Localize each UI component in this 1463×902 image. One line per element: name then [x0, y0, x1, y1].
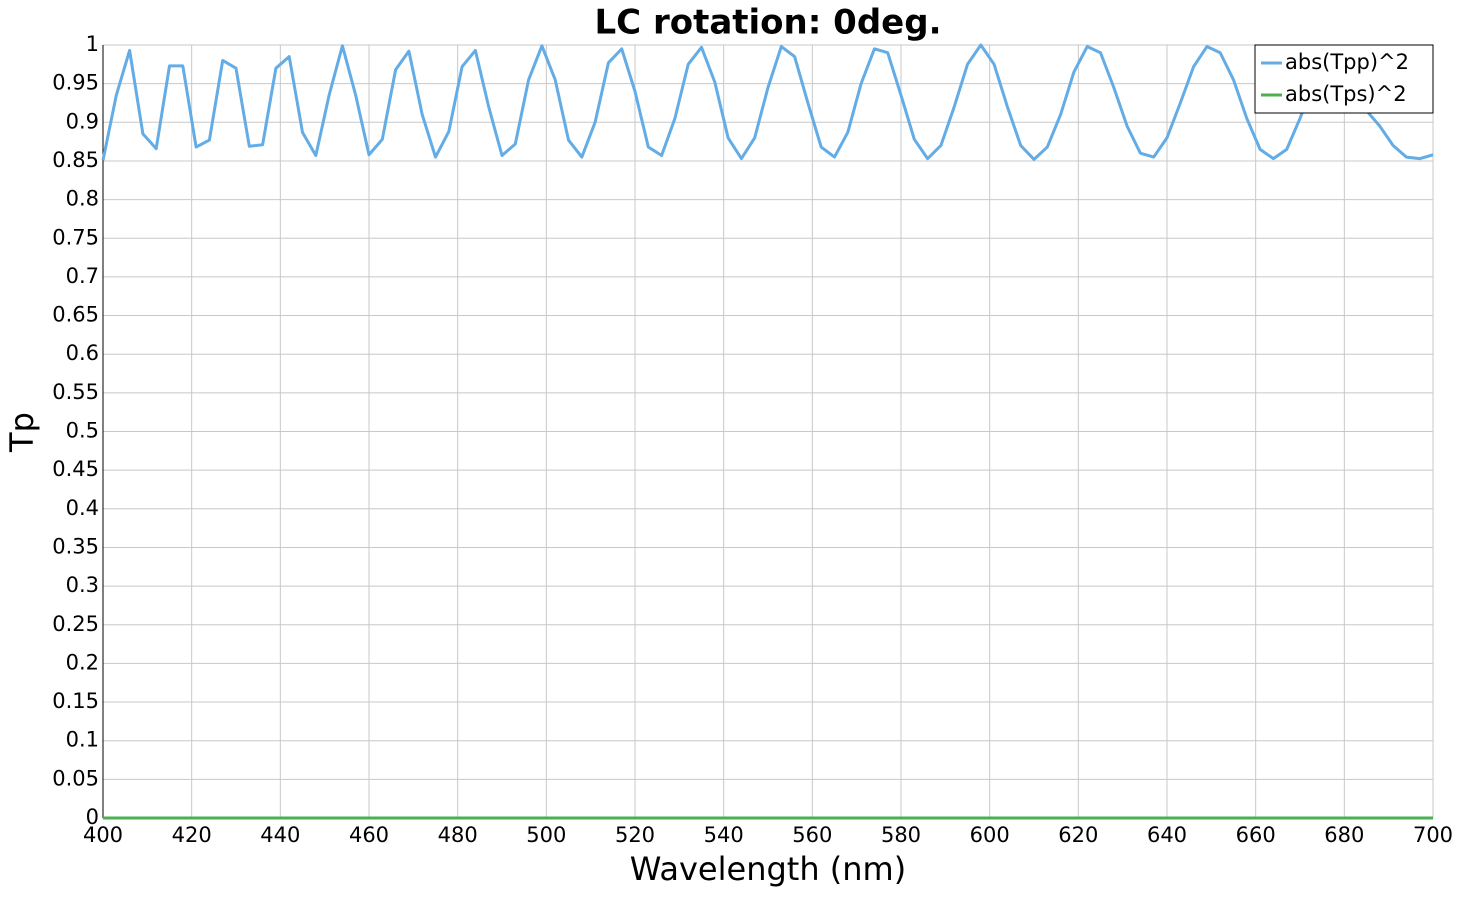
x-tick-label: 680 — [1324, 823, 1364, 847]
x-axis-label: Wavelength (nm) — [630, 850, 906, 888]
y-tick-label: 0.05 — [52, 766, 99, 790]
y-tick-label: 0.2 — [66, 650, 99, 674]
y-tick-label: 0.8 — [66, 187, 99, 211]
x-tick-label: 640 — [1147, 823, 1187, 847]
x-tick-label: 440 — [260, 823, 300, 847]
chart-title: LC rotation: 0deg. — [595, 3, 942, 43]
legend-label: abs(Tpp)^2 — [1285, 50, 1409, 74]
y-tick-label: 0.15 — [52, 689, 99, 713]
y-tick-label: 0 — [86, 805, 99, 829]
y-tick-label: 0.75 — [52, 225, 99, 249]
y-tick-label: 0.25 — [52, 612, 99, 636]
y-tick-label: 0.45 — [52, 457, 99, 481]
x-tick-label: 480 — [438, 823, 478, 847]
y-tick-label: 0.3 — [66, 573, 99, 597]
x-tick-label: 620 — [1058, 823, 1098, 847]
y-tick-label: 0.85 — [52, 148, 99, 172]
y-tick-label: 0.6 — [66, 341, 99, 365]
x-tick-label: 700 — [1413, 823, 1453, 847]
data-line — [101, 43, 1434, 161]
y-tick-label: 1 — [86, 32, 99, 56]
x-tick-label: 400 — [83, 823, 123, 847]
y-axis-label: Tp — [3, 412, 41, 453]
y-tick-label: 0.5 — [66, 419, 99, 443]
legend-box — [1254, 44, 1434, 114]
y-tick-label: 0.9 — [66, 109, 99, 133]
y-tick-label: 0.1 — [66, 728, 99, 752]
y-tick-label: 0.7 — [66, 264, 99, 288]
x-tick-label: 580 — [881, 823, 921, 847]
y-tick-label: 0.35 — [52, 534, 99, 558]
x-tick-label: 560 — [792, 823, 832, 847]
x-tick-label: 660 — [1236, 823, 1276, 847]
x-tick-label: 420 — [172, 823, 212, 847]
y-tick-label: 0.55 — [52, 380, 99, 404]
x-tick-label: 600 — [970, 823, 1010, 847]
legend-label: abs(Tps)^2 — [1285, 82, 1407, 106]
x-tick-label: 500 — [526, 823, 566, 847]
x-tick-label: 540 — [704, 823, 744, 847]
y-tick-label: 0.95 — [52, 71, 99, 95]
y-tick-label: 0.4 — [66, 496, 99, 520]
x-tick-label: 520 — [615, 823, 655, 847]
y-tick-label: 0.65 — [52, 303, 99, 327]
x-tick-label: 460 — [349, 823, 389, 847]
